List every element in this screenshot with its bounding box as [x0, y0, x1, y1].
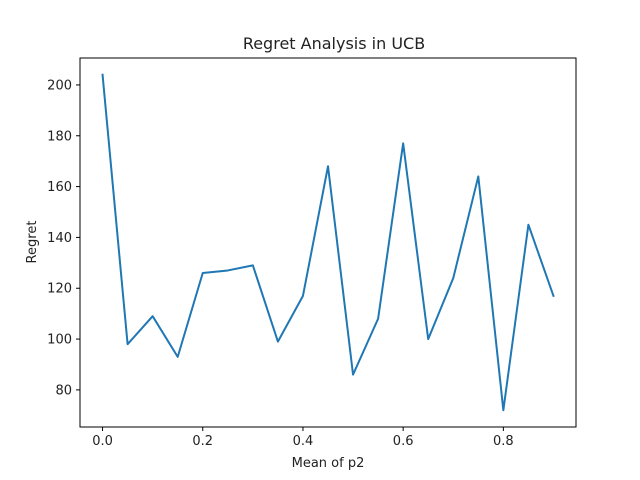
chart-title: Regret Analysis in UCB — [243, 34, 425, 53]
x-axis-label: Mean of p2 — [292, 456, 365, 471]
series-line-0 — [101, 73, 555, 412]
y-tick-label: 100 — [47, 333, 72, 348]
x-axis: 0.0 0.2 0.4 0.6 0.8 — [92, 427, 514, 449]
x-tick-label: 0.8 — [493, 434, 514, 449]
y-tick-label: 120 — [47, 282, 72, 297]
plot-frame — [79, 57, 577, 428]
y-tick-label: 200 — [47, 78, 72, 93]
y-tick-label: 80 — [55, 383, 72, 398]
y-axis-label: Regret — [25, 221, 40, 264]
y-tick-label: 160 — [47, 180, 72, 195]
x-tick-label: 0.0 — [92, 434, 113, 449]
y-tick-label: 180 — [47, 129, 72, 144]
y-axis: 80 100 120 140 160 180 200 — [47, 78, 80, 398]
x-tick-label: 0.6 — [393, 434, 414, 449]
y-tick-label: 140 — [47, 231, 72, 246]
plot-area — [101, 73, 555, 412]
x-tick-label: 0.4 — [293, 434, 314, 449]
x-tick-label: 0.2 — [192, 434, 213, 449]
